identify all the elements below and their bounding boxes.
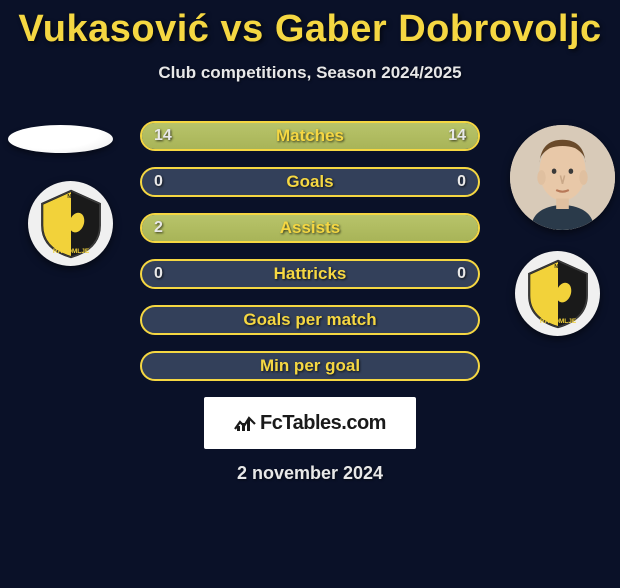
svg-text:NK: NK xyxy=(554,264,562,270)
stat-label: Goals xyxy=(142,169,478,195)
stat-bars: 1414Matches 00Goals 2Assists 00Hattricks Goa… xyxy=(140,109,480,381)
brand-box: FcTables.com xyxy=(204,397,416,449)
stat-bar: 00Goals xyxy=(140,167,480,197)
player-left-club-badge: RADOMLJE NK xyxy=(28,181,113,266)
stat-label: Min per goal xyxy=(142,353,478,379)
stat-bar: 2Assists xyxy=(140,213,480,243)
stat-bar: Goals per match xyxy=(140,305,480,335)
stat-label: Hattricks xyxy=(142,261,478,287)
stat-bar: 00Hattricks xyxy=(140,259,480,289)
player-right-avatar xyxy=(510,125,615,230)
svg-text:RADOMLJE: RADOMLJE xyxy=(539,317,576,324)
player-right-club-badge: RADOMLJE NK xyxy=(515,251,600,336)
svg-text:RADOMLJE: RADOMLJE xyxy=(52,247,89,254)
page-title: Vukasović vs Gaber Dobrovoljc xyxy=(0,8,620,51)
brand-label: FcTables.com xyxy=(234,412,386,435)
brand-text: FcTables.com xyxy=(260,412,386,434)
player-left-avatar xyxy=(8,125,113,153)
svg-text:NK: NK xyxy=(67,194,75,200)
comparison-panel: RADOMLJE NK RADOMLJE NK 1414Matches 00Goa… xyxy=(0,109,620,484)
stat-label: Goals per match xyxy=(142,307,478,333)
stat-bar: Min per goal xyxy=(140,351,480,381)
date-label: 2 november 2024 xyxy=(0,463,620,484)
subtitle: Club competitions, Season 2024/2025 xyxy=(0,63,620,83)
stat-label: Matches xyxy=(142,123,478,149)
stat-bar: 1414Matches xyxy=(140,121,480,151)
stat-label: Assists xyxy=(142,215,478,241)
